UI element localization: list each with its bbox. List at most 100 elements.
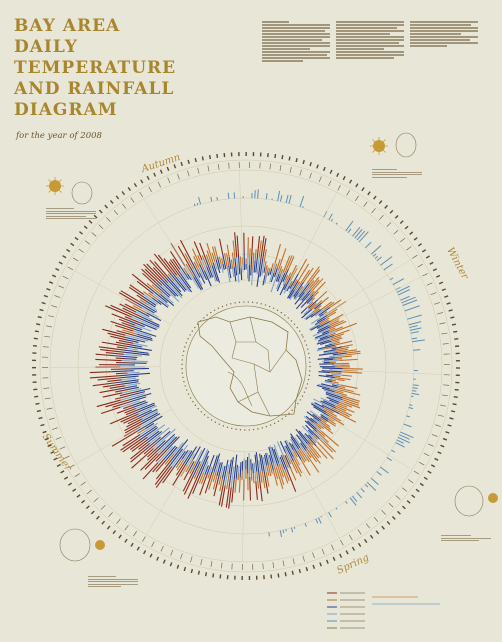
day-label-mark xyxy=(415,488,420,493)
high-temp-bar xyxy=(239,256,242,269)
low-temp-bar xyxy=(268,454,274,471)
high-temp-bar xyxy=(122,307,142,318)
low-temp-bar xyxy=(132,404,156,415)
low-temp-bar xyxy=(250,255,253,276)
low-temp-bar xyxy=(311,401,325,410)
day-label-mark xyxy=(166,166,170,171)
low-temp-bar xyxy=(271,446,279,467)
low-temp-bar xyxy=(199,264,208,281)
low-temp-bar xyxy=(157,299,169,308)
low-temp-bar xyxy=(193,276,202,291)
high-temp-bar xyxy=(212,470,217,482)
high-temp-bar xyxy=(312,291,319,299)
low-temp-bar xyxy=(125,334,149,342)
high-temp-bar xyxy=(149,259,167,279)
low-temp-bar xyxy=(203,270,212,287)
sun-icon xyxy=(370,137,388,155)
rain-bar xyxy=(409,404,413,406)
day-label-mark xyxy=(118,534,122,539)
high-temp-bar xyxy=(318,420,332,431)
low-temp-bar xyxy=(316,320,331,329)
day-label-mark xyxy=(355,183,359,188)
inner-date-mark xyxy=(301,395,304,397)
high-temp-bar xyxy=(254,249,257,261)
high-temp-bar xyxy=(326,308,338,316)
low-temp-bar xyxy=(320,383,338,389)
rain-bar xyxy=(364,484,369,488)
high-temp-bar xyxy=(264,260,267,268)
day-label-mark xyxy=(187,159,190,165)
high-temp-bar xyxy=(339,358,358,361)
high-temp-bar xyxy=(143,263,161,281)
high-temp-bar xyxy=(136,294,147,302)
high-temp-bar xyxy=(122,434,141,447)
date-tick xyxy=(42,346,49,348)
date-tick xyxy=(98,224,104,230)
low-temp-bar xyxy=(140,402,155,410)
high-temp-bar xyxy=(218,256,222,265)
inner-date-mark xyxy=(307,378,310,381)
high-temp-bar xyxy=(226,474,230,490)
low-temp-bar xyxy=(135,403,148,410)
inner-date-mark xyxy=(251,301,254,304)
inner-date-mark xyxy=(189,397,192,399)
rain-bar xyxy=(410,331,419,334)
low-temp-bar xyxy=(303,434,309,441)
sun-orbit-diagrams xyxy=(46,132,498,562)
low-temp-bar xyxy=(142,408,158,417)
inner-date-mark xyxy=(181,363,183,365)
low-temp-bar xyxy=(179,269,188,281)
ring-line xyxy=(105,225,387,507)
date-tick xyxy=(373,516,379,522)
day-label-mark xyxy=(106,525,111,530)
high-temp-bar xyxy=(342,399,359,406)
low-temp-bar xyxy=(168,448,184,468)
date-tick xyxy=(67,266,74,271)
date-tick xyxy=(157,181,161,188)
inner-date-mark xyxy=(210,419,213,421)
low-temp-bar xyxy=(121,388,142,394)
low-temp-bar xyxy=(138,425,157,439)
high-temp-bar xyxy=(327,332,336,337)
date-tick xyxy=(437,414,444,417)
high-temp-bar xyxy=(331,381,339,384)
rain-bar xyxy=(386,457,393,462)
high-temp-bar xyxy=(289,467,297,481)
rain-bar xyxy=(376,471,382,476)
high-temp-bar xyxy=(224,253,228,268)
low-temp-bar xyxy=(303,308,311,315)
rain-bar xyxy=(285,194,289,203)
day-label-mark xyxy=(369,534,374,539)
high-temp-bar xyxy=(218,482,225,506)
inner-date-mark xyxy=(189,334,191,336)
month-spoke xyxy=(286,441,340,539)
high-temp-bar xyxy=(330,319,344,328)
low-temp-bar xyxy=(308,299,318,309)
day-label-mark xyxy=(140,179,144,184)
high-temp-bar xyxy=(100,406,121,415)
high-temp-bar xyxy=(309,290,315,297)
date-tick xyxy=(187,170,190,177)
high-temp-bar xyxy=(163,258,178,276)
low-temp-bar xyxy=(316,347,327,352)
day-label-mark xyxy=(450,410,456,413)
high-temp-bar xyxy=(154,466,170,485)
high-temp-bar xyxy=(306,301,314,309)
day-label-mark xyxy=(445,431,450,434)
day-label-mark xyxy=(444,295,449,298)
low-temp-bar xyxy=(212,262,221,283)
low-temp-bar xyxy=(118,375,139,379)
day-label-mark xyxy=(449,417,454,420)
low-temp-bar xyxy=(193,268,203,286)
date-tick xyxy=(100,505,106,510)
low-temp-bar xyxy=(331,373,342,376)
high-temp-bar xyxy=(199,242,207,261)
high-temp-bar xyxy=(95,353,117,357)
inner-date-mark xyxy=(221,305,224,308)
inner-date-mark xyxy=(299,399,301,401)
low-temp-bar xyxy=(295,428,308,444)
low-temp-bar xyxy=(282,268,289,283)
inner-date-mark xyxy=(297,402,299,405)
high-temp-bar xyxy=(185,458,194,473)
date-tick xyxy=(108,512,113,518)
